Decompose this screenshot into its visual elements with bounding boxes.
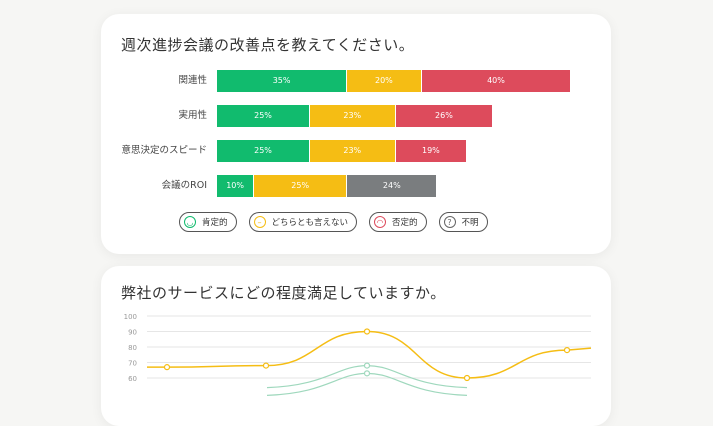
bar-row: 関連性 35% 20% 40% xyxy=(101,70,611,92)
data-point[interactable] xyxy=(363,328,371,335)
stacked-bar: 10% 25% 24% xyxy=(217,175,437,197)
legend-label: 不明 xyxy=(461,218,479,228)
bar-row: 実用性 25% 23% 26% xyxy=(101,105,611,127)
question-icon: ? xyxy=(443,216,456,228)
legend-item[interactable]: ◠ 否定的 xyxy=(369,212,427,232)
bar-row: 会議のROI 10% 25% 24% xyxy=(101,175,611,197)
line-chart: 100 90 80 70 60 xyxy=(124,313,592,396)
y-tick-label: 90 xyxy=(128,329,137,337)
legend-item[interactable]: ? 不明 xyxy=(438,212,488,232)
data-point[interactable] xyxy=(363,362,371,369)
survey-card-improvements: 週次進捗会議の改善点を教えてください。 関連性 35% 20% 40% 実用性 25% 23… xyxy=(101,14,611,254)
data-point[interactable] xyxy=(363,370,371,377)
card-title: 弊社のサービスにどの程度満足していますか。 xyxy=(121,284,446,302)
bar-segment[interactable]: 25% xyxy=(254,175,348,197)
y-tick-label: 60 xyxy=(128,375,137,383)
y-tick-label: 100 xyxy=(124,313,137,321)
frown-icon: ◠ xyxy=(374,216,387,228)
legend-label: 肯定的 xyxy=(202,218,228,228)
bar-segment[interactable]: 10% xyxy=(217,175,255,197)
bar-segment[interactable]: 23% xyxy=(310,140,396,162)
data-point[interactable] xyxy=(463,374,471,382)
legend-item[interactable]: – どちらとも言えない xyxy=(248,212,358,232)
data-point[interactable] xyxy=(163,364,171,371)
bar-segment[interactable]: 23% xyxy=(310,105,396,127)
category-label: 関連性 xyxy=(178,75,207,86)
category-label: 会議のROI xyxy=(161,180,207,191)
data-point[interactable] xyxy=(262,362,270,369)
bar-segment[interactable]: 25% xyxy=(217,140,310,162)
legend-label: 否定的 xyxy=(392,218,418,228)
legend-item[interactable]: ◡ 肯定的 xyxy=(179,212,237,232)
stacked-bar: 25% 23% 19% xyxy=(217,140,467,162)
smile-icon: ◡ xyxy=(184,216,196,228)
chart-legend: ◡ 肯定的 – どちらとも言えない ◠ 否定的? 不明 xyxy=(179,212,488,232)
bar-segment[interactable]: 26% xyxy=(395,105,493,127)
legend-label: どちらとも言えない xyxy=(271,218,349,228)
bar-segment[interactable]: 19% xyxy=(395,140,467,162)
data-point[interactable] xyxy=(563,346,571,354)
bar-segment[interactable]: 40% xyxy=(421,70,571,92)
y-tick-label: 70 xyxy=(128,360,137,368)
survey-card-satisfaction: 弊社のサービスにどの程度満足していますか。 100 90 80 70 60 xyxy=(101,266,611,426)
y-tick-label: 80 xyxy=(128,344,137,352)
bar-segment[interactable]: 35% xyxy=(217,70,348,92)
category-label: 実用性 xyxy=(178,110,207,121)
category-label: 意思決定のスピード xyxy=(121,145,207,156)
bar-segment[interactable]: 25% xyxy=(217,105,310,127)
stacked-bar: 25% 23% 26% xyxy=(217,105,493,127)
stacked-bar: 35% 20% 40% xyxy=(217,70,571,92)
bar-row: 意思決定のスピード 25% 23% 19% xyxy=(101,140,611,162)
bar-segment[interactable]: 24% xyxy=(347,175,437,197)
series-line xyxy=(266,364,468,389)
bar-segment[interactable]: 20% xyxy=(347,70,422,92)
neutral-face-icon: – xyxy=(253,216,266,228)
card-title: 週次進捗会議の改善点を教えてください。 xyxy=(121,36,415,54)
